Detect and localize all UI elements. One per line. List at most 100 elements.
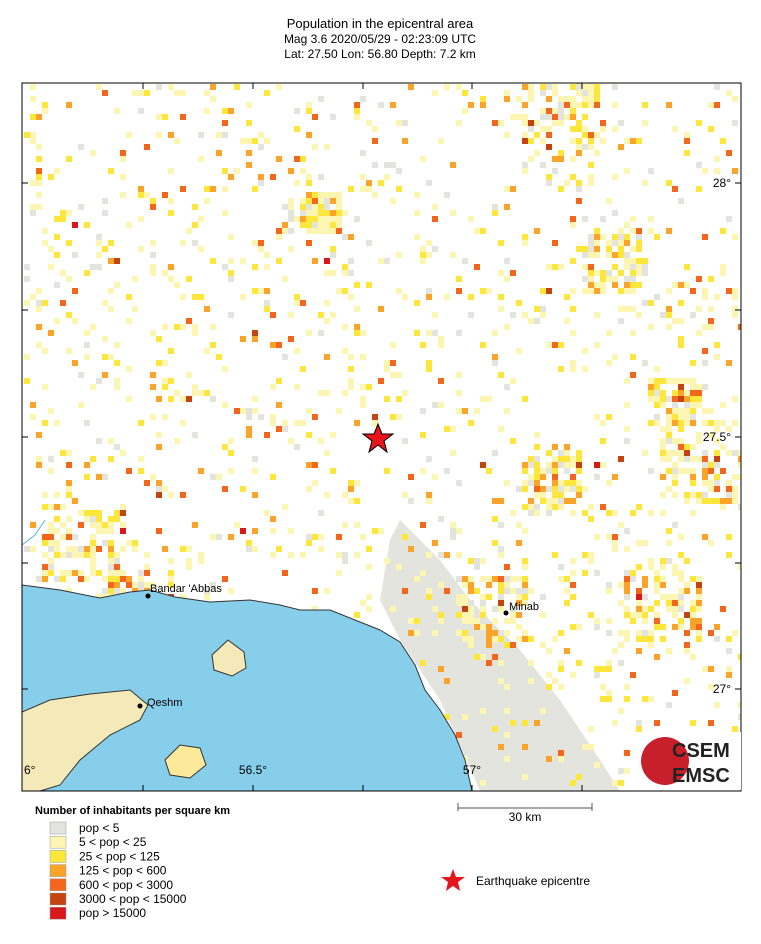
population-cell xyxy=(90,552,96,558)
population-cell xyxy=(360,402,366,408)
population-cell xyxy=(672,462,678,468)
population-cell xyxy=(594,624,600,630)
population-cell xyxy=(90,558,96,564)
population-cell xyxy=(360,396,366,402)
population-cell xyxy=(360,96,366,102)
population-cell xyxy=(492,360,498,366)
population-cell xyxy=(702,456,708,462)
population-cell xyxy=(414,210,420,216)
population-cell xyxy=(648,606,654,612)
population-cell xyxy=(588,516,594,522)
population-cell xyxy=(96,546,102,552)
population-cell xyxy=(348,270,354,276)
population-cell xyxy=(480,654,486,660)
population-cell xyxy=(462,636,468,642)
population-cell xyxy=(324,216,330,222)
population-cell xyxy=(672,408,678,414)
population-cell xyxy=(516,576,522,582)
population-cell xyxy=(492,498,498,504)
population-cell xyxy=(642,360,648,366)
population-cell xyxy=(348,258,354,264)
population-cell xyxy=(462,582,468,588)
population-cell xyxy=(120,570,126,576)
population-cell xyxy=(396,168,402,174)
population-cell xyxy=(108,540,114,546)
population-cell xyxy=(312,462,318,468)
population-cell xyxy=(90,384,96,390)
population-cell xyxy=(138,576,144,582)
population-cell xyxy=(636,564,642,570)
population-cell xyxy=(522,168,528,174)
population-cell xyxy=(636,312,642,318)
population-cell xyxy=(396,396,402,402)
population-cell xyxy=(216,474,222,480)
population-cell xyxy=(738,702,741,708)
population-cell xyxy=(546,174,552,180)
population-cell xyxy=(60,300,66,306)
population-cell xyxy=(516,540,522,546)
population-cell xyxy=(696,330,702,336)
population-cell xyxy=(618,144,624,150)
population-cell xyxy=(342,552,348,558)
population-cell xyxy=(570,480,576,486)
population-cell xyxy=(444,588,450,594)
population-cell xyxy=(522,744,528,750)
population-cell xyxy=(456,288,462,294)
population-cell xyxy=(384,162,390,168)
population-cell xyxy=(198,132,204,138)
population-cell xyxy=(468,612,474,618)
population-cell xyxy=(522,84,528,90)
population-cell xyxy=(522,564,528,570)
population-cell xyxy=(198,294,204,300)
population-cell xyxy=(486,288,492,294)
population-cell xyxy=(432,474,438,480)
population-cell xyxy=(156,114,162,120)
population-cell xyxy=(636,594,642,600)
population-cell xyxy=(462,108,468,114)
population-cell xyxy=(78,144,84,150)
population-cell xyxy=(594,342,600,348)
population-cell xyxy=(306,216,312,222)
population-cell xyxy=(702,534,708,540)
population-cell xyxy=(138,216,144,222)
population-cell xyxy=(480,342,486,348)
population-cell xyxy=(570,156,576,162)
population-cell xyxy=(612,780,618,786)
population-cell xyxy=(702,168,708,174)
population-cell xyxy=(552,498,558,504)
population-cell xyxy=(114,258,120,264)
population-cell xyxy=(252,546,258,552)
population-cell xyxy=(696,390,702,396)
population-cell xyxy=(150,198,156,204)
population-cell xyxy=(336,228,342,234)
population-cell xyxy=(474,618,480,624)
population-cell xyxy=(54,576,60,582)
population-cell xyxy=(456,528,462,534)
population-cell xyxy=(642,696,648,702)
population-cell xyxy=(306,330,312,336)
population-cell xyxy=(114,576,120,582)
population-cell xyxy=(702,348,708,354)
population-cell xyxy=(552,702,558,708)
population-cell xyxy=(570,624,576,630)
population-cell xyxy=(684,150,690,156)
population-cell xyxy=(624,252,630,258)
population-cell xyxy=(732,120,738,126)
population-cell xyxy=(540,288,546,294)
population-cell xyxy=(336,552,342,558)
population-cell xyxy=(42,108,48,114)
population-cell xyxy=(138,186,144,192)
population-cell xyxy=(672,606,678,612)
population-cell xyxy=(672,570,678,576)
population-cell xyxy=(168,576,174,582)
population-cell xyxy=(228,468,234,474)
population-cell xyxy=(636,726,642,732)
population-cell xyxy=(540,114,546,120)
population-cell xyxy=(72,288,78,294)
population-cell xyxy=(564,456,570,462)
population-cell xyxy=(522,480,528,486)
population-cell xyxy=(606,414,612,420)
population-cell xyxy=(660,390,666,396)
scale-bar xyxy=(457,803,593,811)
population-cell xyxy=(426,330,432,336)
